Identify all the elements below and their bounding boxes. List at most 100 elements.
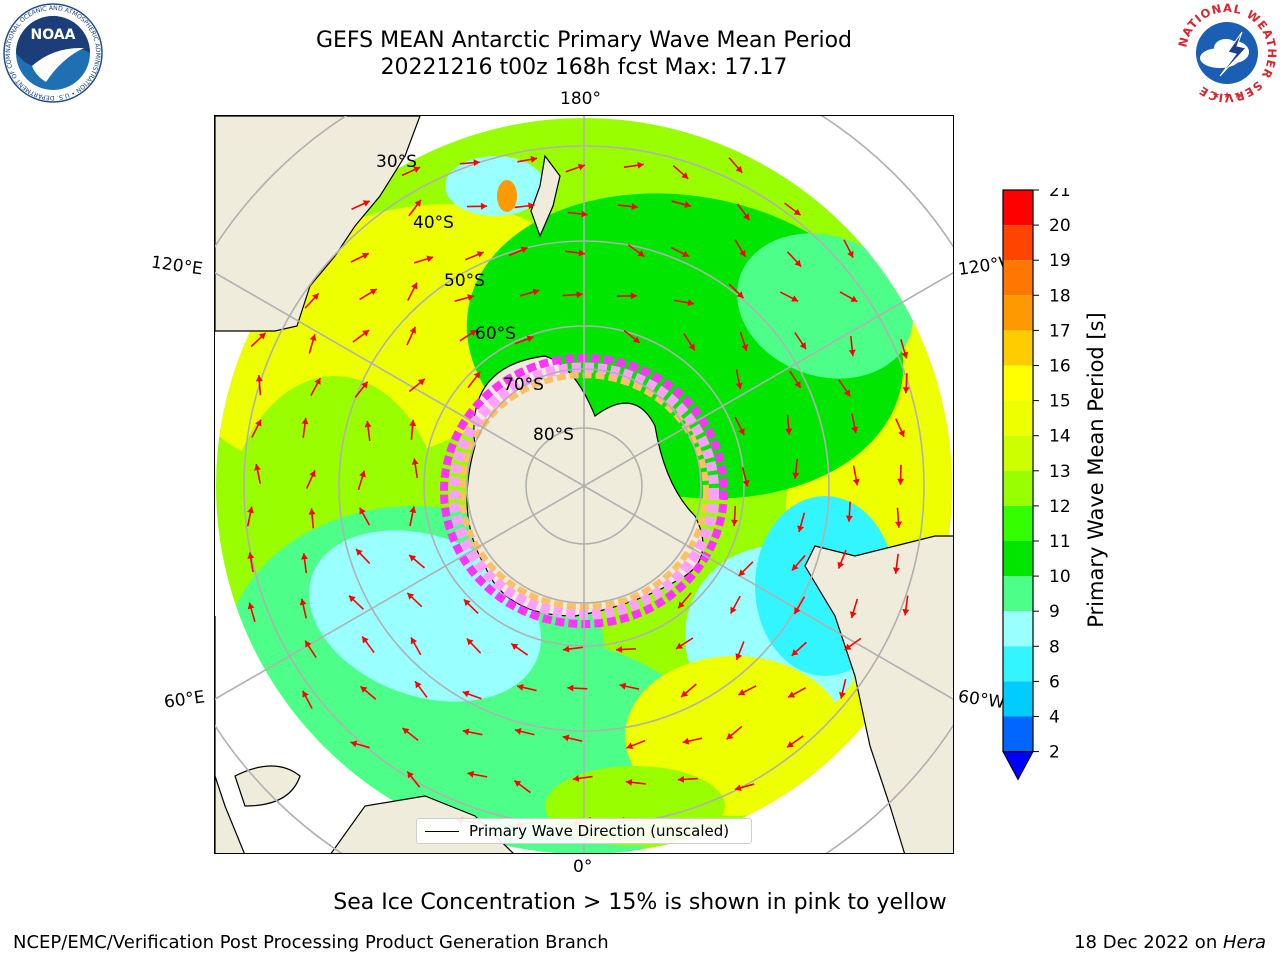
colorbar-underflow xyxy=(1002,751,1034,781)
lat-label-40s: 40°S xyxy=(413,213,454,233)
arrow-head xyxy=(299,598,307,606)
map-title: GEFS MEAN Antarctic Primary Wave Mean Pe… xyxy=(315,28,853,53)
colorbar-bin xyxy=(1003,470,1033,506)
arrow-head xyxy=(682,737,690,745)
arrow-head xyxy=(637,250,645,257)
arrow-head xyxy=(739,249,746,257)
arrow-head xyxy=(520,246,528,254)
arrow-head xyxy=(528,202,535,210)
colorbar-scale: 2 4 6 8 9 10 11 12 13 14 15 16 17 18 19 20 21 xyxy=(1002,181,1071,781)
arrow-head xyxy=(794,380,801,388)
polar-map xyxy=(214,115,954,854)
arrow-head xyxy=(678,601,685,609)
arrow-head xyxy=(469,330,477,337)
arrow-head xyxy=(517,683,524,691)
colorbar-tick-label: 10 xyxy=(1049,567,1071,587)
colorbar-tick-label: 4 xyxy=(1049,708,1060,728)
arrow-head xyxy=(361,252,369,260)
colorbar-bin xyxy=(1003,435,1033,471)
arrow-head xyxy=(626,742,634,750)
lat-label-70s: 70°S xyxy=(503,375,544,395)
arrow-head xyxy=(844,643,852,650)
colorbar-tick-label: 17 xyxy=(1049,321,1071,341)
arrow-head xyxy=(309,470,316,478)
arrow-head xyxy=(407,771,414,779)
arrow-head xyxy=(630,292,637,300)
longitude-line xyxy=(215,272,585,487)
arrow-head xyxy=(735,382,743,390)
arrow-head xyxy=(258,332,266,340)
colorbar-title: Primary Wave Mean Period [s] xyxy=(1084,312,1108,628)
arrow-head xyxy=(364,421,372,428)
arrow-head xyxy=(785,428,793,435)
arrow-head xyxy=(632,336,640,343)
arrow-head xyxy=(514,727,522,735)
arrow-head xyxy=(735,653,742,660)
arrow-head xyxy=(845,515,853,522)
arrow-head xyxy=(411,282,418,290)
arrow-head xyxy=(359,507,366,515)
arrow-head xyxy=(572,774,580,782)
arrow-head xyxy=(305,640,312,648)
arrow-head xyxy=(578,249,585,257)
arrow-head xyxy=(467,294,474,301)
arrow-head xyxy=(901,351,909,359)
arrow-head xyxy=(581,210,588,218)
arrow-head xyxy=(414,199,421,207)
colorbar-bin xyxy=(1003,365,1033,401)
lat-label-60s: 60°S xyxy=(475,324,516,344)
australia-land xyxy=(215,116,421,332)
arrow-head xyxy=(462,690,470,698)
arrow-head xyxy=(902,609,910,616)
arrow-head xyxy=(730,519,738,526)
run-host: Hera xyxy=(1222,932,1266,953)
colorbar-tick-label: 18 xyxy=(1049,286,1071,306)
arrow-head xyxy=(530,155,538,163)
arrow-head xyxy=(843,389,851,397)
map-subtitle: 20221216 t00z 168h fcst Max: 17.17 xyxy=(380,55,788,80)
arrow-head xyxy=(462,728,470,736)
arrow-head xyxy=(794,259,802,267)
colorbar-tick-label: 21 xyxy=(1049,188,1071,201)
lon-label-0: 0° xyxy=(573,857,593,877)
colorbar-bin xyxy=(1003,576,1033,612)
map-legend: Primary Wave Direction (unscaled) xyxy=(416,818,752,844)
arrow-head xyxy=(314,377,321,385)
arrow-head xyxy=(852,478,860,486)
map-canvas xyxy=(215,116,953,853)
colorbar-tick-label: 2 xyxy=(1049,743,1060,763)
arrow-head xyxy=(792,472,800,479)
colorbar-bin xyxy=(1003,225,1033,261)
arrow-head xyxy=(849,611,857,618)
arrow-head xyxy=(898,430,905,437)
arrow-head xyxy=(467,770,475,778)
arrow-head xyxy=(637,161,644,169)
arrow-head xyxy=(563,645,570,653)
arrow-head xyxy=(726,732,734,740)
colorbar-tick-label: 11 xyxy=(1049,532,1071,552)
colorbar-tick-label: 20 xyxy=(1049,216,1071,236)
new-zealand-land xyxy=(530,154,561,238)
lon-label-60e: 60°E xyxy=(162,687,207,713)
longitude-line xyxy=(583,272,953,487)
arrow-head xyxy=(413,166,421,173)
arrow-head xyxy=(402,727,410,735)
arrow-head xyxy=(361,381,368,389)
arrow-head xyxy=(793,208,801,216)
arrow-head xyxy=(791,649,799,656)
svg-text:★ ★ ★: ★ ★ ★ xyxy=(1212,91,1242,101)
arrow-head xyxy=(562,734,570,742)
arrow-head xyxy=(902,387,910,394)
arrow-head xyxy=(681,172,689,179)
arrow-head xyxy=(567,684,574,692)
run-date-text: 18 Dec 2022 on xyxy=(1074,932,1223,953)
nws-logo: NATIONAL WEATHER SERVICE ★ ★ ★ xyxy=(1175,1,1278,108)
colorbar-tick-label: 15 xyxy=(1049,392,1071,412)
arrow-head xyxy=(362,200,370,207)
arrow-head xyxy=(847,250,854,258)
lat-label-50s: 50°S xyxy=(444,271,485,291)
arrow-head xyxy=(681,690,688,697)
arrow-head xyxy=(362,636,369,644)
madagascar-land xyxy=(234,765,301,807)
arrow-head xyxy=(426,255,434,263)
